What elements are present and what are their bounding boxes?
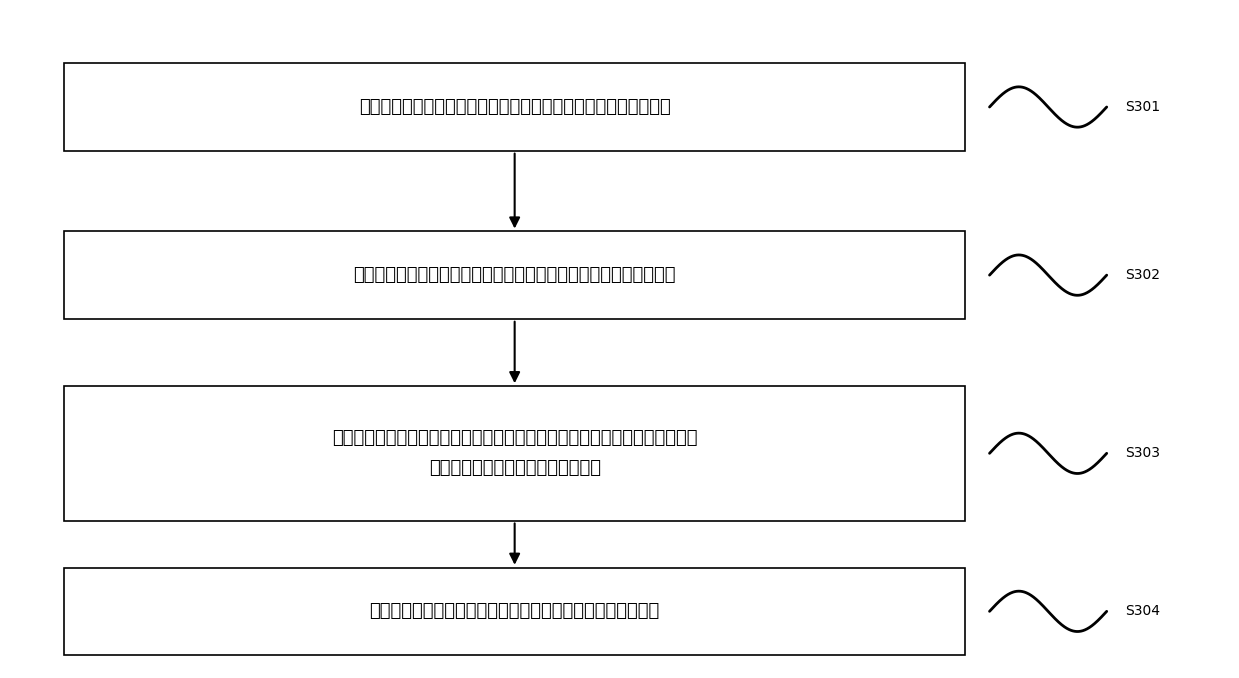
Text: 及所述标准型函数获得所述质量矩阵: 及所述标准型函数获得所述质量矩阵: [429, 460, 601, 477]
FancyBboxPatch shape: [64, 567, 965, 655]
Text: 根据网格单元未变形时的体积、与该网格单元未变形时的体积对应的密度、以: 根据网格单元未变形时的体积、与该网格单元未变形时的体积对应的密度、以: [332, 429, 698, 447]
FancyBboxPatch shape: [64, 63, 965, 151]
Text: 根据网格单元体积、标准型函数以及柯西应力张量获得所述内力向量: 根据网格单元体积、标准型函数以及柯西应力张量获得所述内力向量: [353, 266, 676, 284]
Text: 根据块石体的体力、面力以及单元表面积，获得所述外力向量: 根据块石体的体力、面力以及单元表面积，获得所述外力向量: [369, 602, 660, 620]
Text: S303: S303: [1125, 446, 1160, 460]
Text: S301: S301: [1125, 100, 1161, 114]
Text: S304: S304: [1125, 604, 1160, 618]
Text: S302: S302: [1125, 268, 1160, 282]
FancyBboxPatch shape: [64, 386, 965, 521]
Text: 对所述三维模型进行网格划分，获得由网格单元构成的有限元模型: 对所述三维模型进行网格划分，获得由网格单元构成的有限元模型: [359, 98, 670, 116]
FancyBboxPatch shape: [64, 231, 965, 319]
